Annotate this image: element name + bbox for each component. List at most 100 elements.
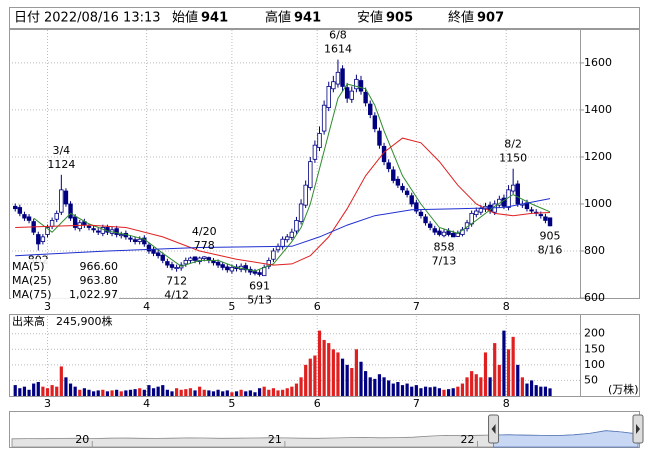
volume-bar: [299, 377, 303, 396]
volume-bar: [529, 380, 534, 396]
volume-bar: [271, 388, 276, 396]
candle-body: [515, 183, 520, 205]
volume-bar: [50, 385, 54, 396]
candle-body: [174, 267, 179, 270]
volume-bar: [115, 389, 119, 396]
volume-bar: [497, 364, 501, 396]
volume-bar: [483, 352, 488, 396]
volume-bar: [262, 386, 266, 396]
volume-bar: [294, 383, 299, 396]
volume-bar: [119, 391, 123, 396]
candle-body: [68, 203, 73, 219]
annotation-value: 1124: [47, 158, 75, 171]
volume-bar: [502, 330, 506, 396]
volume-bar: [373, 378, 377, 396]
legend-value: 1,022.97: [69, 288, 118, 301]
candle-body: [409, 195, 414, 205]
candle-body: [220, 264, 225, 268]
volume-bar: [308, 358, 312, 396]
x-tick-label: 7: [413, 300, 420, 313]
legend-box: [11, 259, 119, 300]
volume-bar: [22, 386, 27, 396]
volume-bar: [516, 364, 520, 396]
datetime: 2022/08/16 13:13: [44, 11, 161, 26]
volume-bar: [354, 349, 358, 396]
candle-body: [321, 104, 327, 132]
volume-bar: [32, 383, 36, 396]
annotation-date: 4/12: [164, 289, 189, 302]
volume-bar: [506, 349, 511, 396]
candle-body: [169, 264, 175, 268]
volume-bar: [400, 385, 405, 396]
volume-bar: [156, 386, 160, 396]
candle-body: [377, 130, 382, 146]
candle-body: [432, 228, 437, 233]
candle-body: [474, 210, 479, 215]
candle-body: [344, 87, 350, 99]
volume-bar: [124, 390, 128, 396]
annotation-value: 712: [166, 275, 187, 288]
ma-line: [33, 83, 551, 272]
volume-bar: [290, 386, 294, 396]
candle-body: [252, 271, 258, 274]
annotation-date: 6/8: [329, 29, 347, 42]
candle-body: [151, 249, 156, 254]
annotation-value: 778: [194, 239, 215, 252]
candle-body: [285, 236, 290, 241]
volume-bar: [474, 374, 478, 396]
volume-bar: [387, 380, 391, 396]
volume-bar: [534, 385, 538, 396]
volume-bar: [267, 389, 271, 396]
candle-body: [146, 244, 152, 252]
volume-bar: [460, 383, 465, 396]
candle-body: [386, 162, 391, 170]
volume-bar: [437, 388, 441, 396]
candle-body: [427, 223, 433, 228]
candle-body: [303, 184, 308, 206]
volume-bar: [18, 388, 22, 396]
volume-bar: [68, 383, 73, 396]
volume-bar: [419, 388, 423, 396]
volume-bar: [345, 364, 349, 396]
candle-body: [257, 272, 262, 275]
candle-body: [119, 234, 124, 237]
annotation-value: 905: [540, 229, 561, 242]
volume-bar: [493, 343, 497, 396]
candle-body: [211, 260, 216, 264]
candle-body: [418, 211, 424, 217]
volume-bar: [340, 358, 345, 396]
volume-bar: [410, 386, 414, 396]
volume-bar: [87, 389, 91, 396]
candle-body: [45, 227, 50, 235]
volume-bar: [165, 389, 169, 396]
legend-value: 963.80: [80, 274, 119, 287]
y-tick-label: 1000: [584, 197, 612, 210]
candle-body: [225, 266, 230, 271]
ma-line: [15, 137, 551, 266]
candle-body: [49, 220, 55, 227]
candle-body: [331, 81, 336, 90]
annotation-date: 4/20: [192, 225, 217, 238]
candle-body: [160, 254, 165, 261]
volume-bar: [78, 389, 82, 396]
candle-body: [543, 216, 548, 221]
volume-bar: [193, 390, 197, 396]
field-value: 941: [201, 11, 228, 26]
x-tick-label: 3: [44, 397, 51, 410]
volume-bar: [142, 389, 146, 396]
candle-body: [340, 68, 345, 87]
legend-value: 966.60: [80, 260, 119, 273]
candle-body: [335, 71, 341, 85]
candle-body: [280, 238, 285, 248]
y-tick-label: 200: [584, 327, 605, 340]
legend-name: MA(5): [12, 260, 45, 273]
volume-bar: [73, 386, 77, 396]
volume-bar: [82, 388, 86, 396]
field-value: 941: [294, 11, 321, 26]
annotation-date: 3/4: [52, 144, 70, 157]
x-tick-label: 5: [228, 300, 235, 313]
volume-bar: [368, 377, 372, 396]
volume-bar: [230, 392, 234, 396]
volume-bar: [364, 371, 368, 396]
candle-body: [202, 256, 207, 259]
